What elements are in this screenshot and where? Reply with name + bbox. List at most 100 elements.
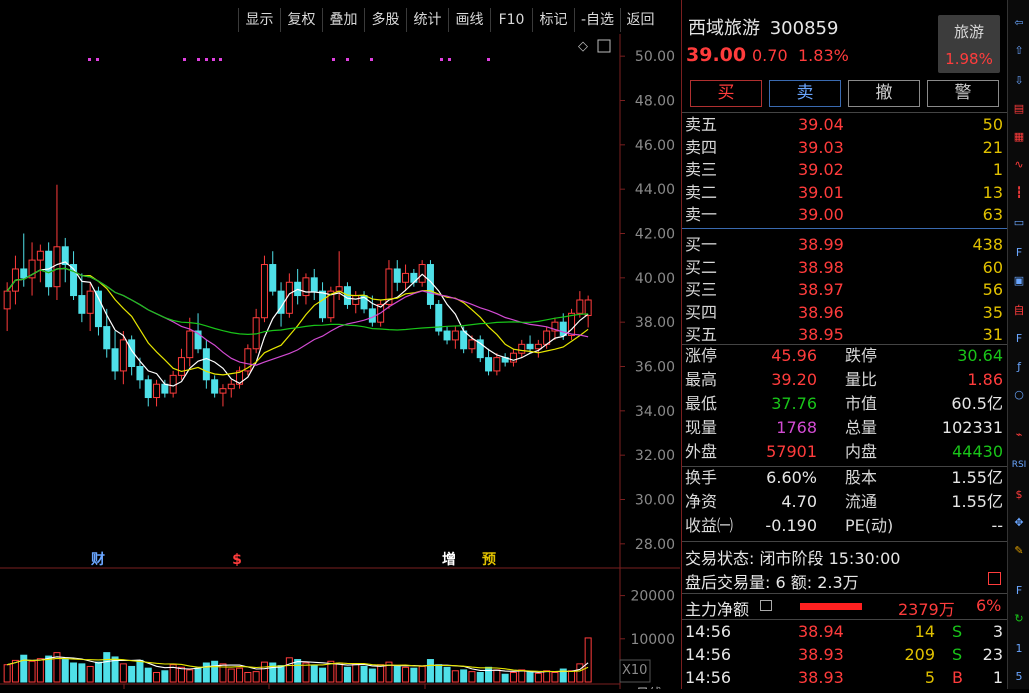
level-price: 39.01 — [798, 182, 844, 202]
stock-name: 西域旅游 — [688, 18, 760, 39]
screen-icon[interactable]: ▣ — [1013, 274, 1025, 287]
arrow-left-icon[interactable]: ⇦ — [1014, 16, 1024, 29]
event-marker: 预 — [482, 552, 496, 568]
bid-row: 买三 38.97 56 — [682, 279, 1007, 301]
toolbar-button-0[interactable]: 显示 — [238, 8, 280, 32]
arrow-down-icon[interactable]: ⇩ — [1014, 74, 1024, 87]
sell-button[interactable]: 卖 — [769, 80, 841, 107]
candle — [584, 295, 592, 328]
formula-icon[interactable]: ƒ — [1017, 360, 1021, 373]
volume-bar — [385, 661, 393, 683]
page-1-icon[interactable]: 1 — [1015, 642, 1023, 655]
volume-bar — [468, 671, 476, 683]
stat-label: 跌停 — [845, 346, 878, 365]
candle — [202, 339, 210, 389]
candle — [509, 348, 517, 367]
pencil-icon[interactable]: ✎ — [1014, 544, 1024, 557]
toolbar-button-2[interactable]: 叠加 — [322, 8, 364, 32]
stat-label: 最高 — [685, 370, 718, 389]
toolbar-button-6[interactable]: F10 — [490, 8, 532, 32]
candle — [169, 370, 177, 398]
volume-bar — [202, 662, 210, 683]
tick-volume: 209 — [904, 645, 935, 664]
buy-button[interactable]: 买 — [690, 80, 762, 107]
table-icon[interactable]: ▦ — [1013, 130, 1025, 143]
refresh-icon[interactable]: ↻ — [1014, 612, 1024, 625]
move-icon[interactable]: ✥ — [1014, 516, 1024, 529]
level-label: 买三 — [685, 280, 718, 300]
tick-time: 14:56 — [685, 622, 732, 641]
candle — [161, 379, 169, 398]
tick-side: S — [952, 622, 963, 641]
y-axis-label: 38.00 — [635, 315, 675, 331]
toolbar-button-5[interactable]: 画线 — [448, 8, 490, 32]
y-axis-label: 42.00 — [635, 227, 675, 243]
volume-bar — [227, 668, 235, 683]
signal-dot — [448, 58, 451, 61]
dollar-icon[interactable]: $ — [1015, 488, 1023, 501]
trend-icon[interactable]: ⌁ — [1015, 428, 1023, 441]
bar-chart-icon[interactable] — [988, 572, 1001, 585]
cancel-order-button[interactable]: 撤 — [848, 80, 920, 107]
stat-label: 最低 — [685, 394, 718, 413]
after-hours-volume: 盘后交易量: 6 额: 2.3万 — [685, 573, 859, 592]
self-select-icon[interactable]: 自 — [1013, 304, 1025, 317]
candle — [153, 379, 161, 407]
volume-bar — [543, 670, 551, 683]
report-icon[interactable]: ▤ — [1013, 102, 1025, 115]
stat-label: 量比 — [845, 370, 878, 389]
stat-label: 收益㈠ — [685, 516, 734, 535]
f10-icon[interactable]: F — [1015, 246, 1023, 259]
volume-bar — [277, 665, 285, 683]
ma60-line — [6, 267, 589, 336]
stat-value: 30.64 — [957, 346, 1003, 365]
tick-price: 38.93 — [798, 668, 844, 687]
kline-chart-svg[interactable]: 50.00 48.00 46.00 44.00 42.00 40.00 38.00 36.00… — [0, 34, 680, 693]
toolbar-button-8[interactable]: -自选 — [574, 8, 620, 32]
y-axis-label: 32.00 — [635, 448, 675, 464]
toolbar-button-4[interactable]: 统计 — [406, 8, 448, 32]
stat-value: 1.86 — [967, 370, 1003, 389]
volume-bar — [211, 660, 219, 683]
toolbar-button-7[interactable]: 标记 — [532, 8, 574, 32]
candle — [94, 286, 102, 336]
level-price: 39.03 — [798, 137, 844, 157]
level-volume: 1 — [992, 160, 1003, 180]
book-midline — [682, 228, 1007, 229]
signal-dot — [88, 58, 91, 61]
toolbar-button-9[interactable]: 返回 — [620, 8, 660, 32]
signal-dot — [212, 58, 215, 61]
level-volume: 50 — [982, 115, 1003, 134]
volume-bar — [410, 667, 418, 683]
candle — [144, 375, 152, 407]
main-net-bar — [800, 603, 862, 610]
toolbar-button-1[interactable]: 复权 — [280, 8, 322, 32]
candle — [360, 291, 368, 314]
signal-dot — [205, 58, 208, 61]
doc-icon[interactable]: ▭ — [1013, 216, 1025, 229]
alert-button[interactable]: 警 — [927, 80, 999, 107]
kline-chart[interactable]: 50.00 48.00 46.00 44.00 42.00 40.00 38.00 36.00… — [0, 34, 680, 693]
rsi-icon[interactable]: RSI — [1011, 460, 1027, 470]
volume-bar — [509, 671, 517, 683]
list-icon[interactable] — [760, 600, 772, 611]
line-chart-icon[interactable]: ∿ — [1014, 158, 1024, 171]
volume-bar — [451, 670, 459, 683]
page-5-icon[interactable]: 5 — [1015, 670, 1023, 683]
f5-icon[interactable]: F — [1015, 584, 1023, 597]
toolbar-button-3[interactable]: 多股 — [364, 8, 406, 32]
volume-bar — [269, 662, 277, 683]
signal-dot — [370, 58, 373, 61]
candle-icon[interactable]: ┇ — [1015, 186, 1023, 199]
arrow-up-icon[interactable]: ⇧ — [1014, 44, 1024, 57]
stat-value: 37.76 — [771, 394, 817, 413]
order-book: 卖五 39.04 50 卖四 39.03 21 卖三 39.02 1 卖二 39.01 13 卖一 39.… — [682, 114, 1007, 344]
sector-box[interactable]: 旅游 1.98% — [938, 15, 1000, 73]
fz-icon[interactable]: F — [1015, 332, 1023, 345]
volume-bar — [402, 666, 410, 683]
volume-bar — [377, 664, 385, 683]
circle-icon[interactable]: ○ — [1014, 388, 1024, 401]
volume-bar — [485, 666, 493, 683]
vol-ma10-line — [7, 657, 589, 673]
candle — [111, 331, 119, 380]
